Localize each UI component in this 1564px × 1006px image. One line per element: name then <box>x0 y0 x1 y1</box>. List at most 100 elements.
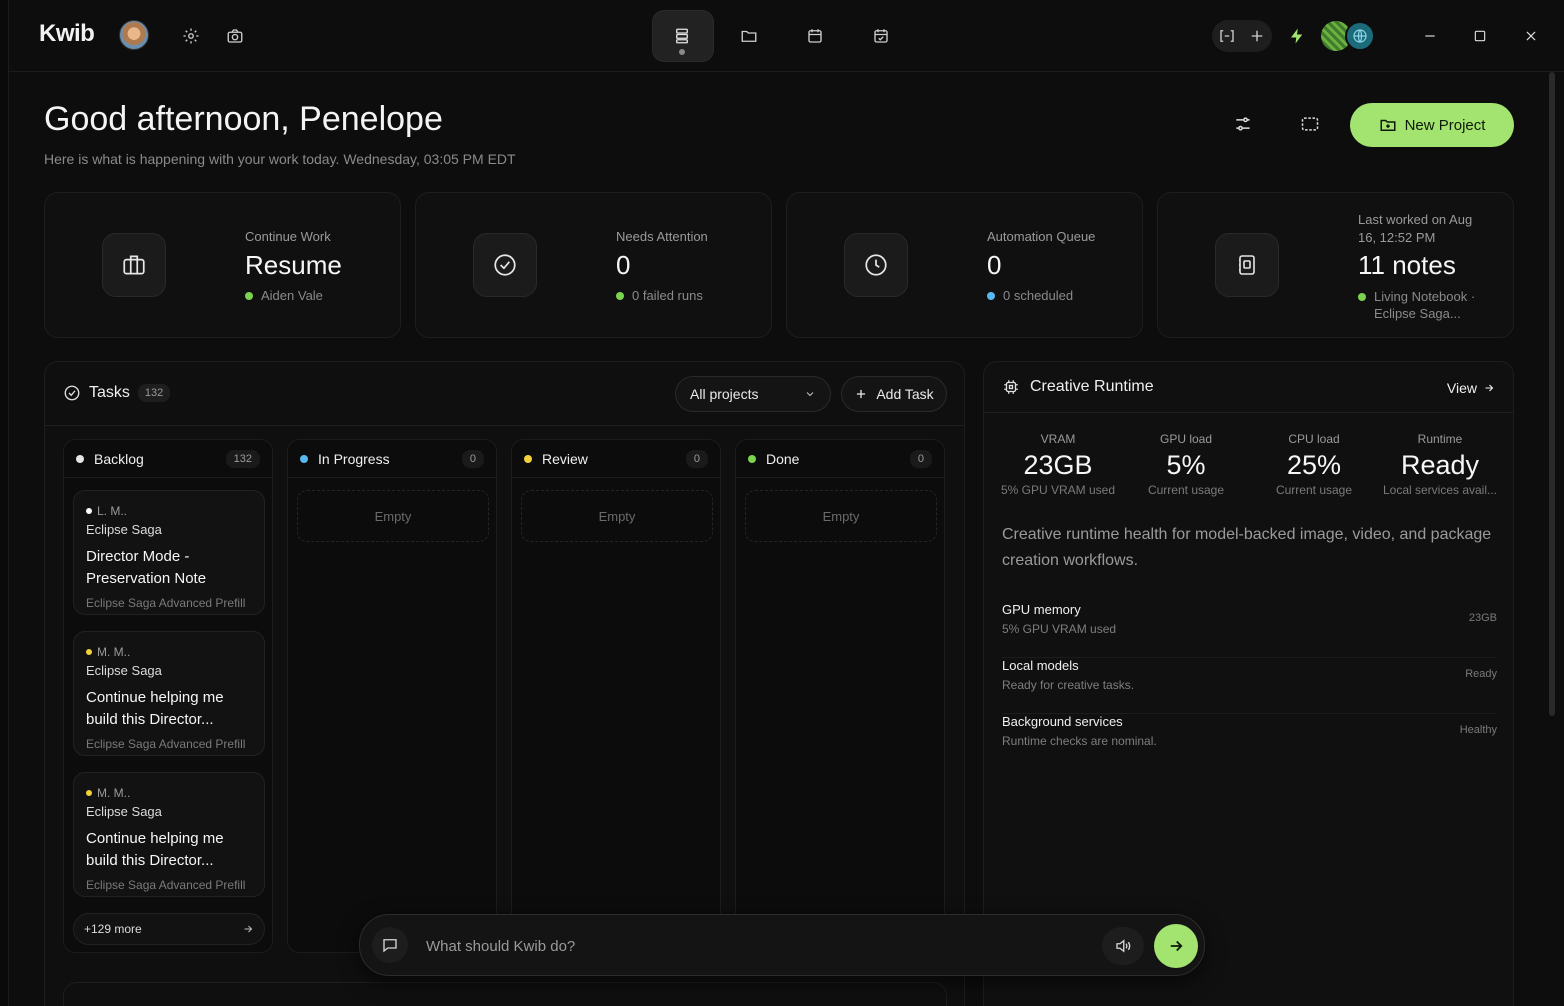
arrow-right-icon <box>1485 384 1494 392</box>
stat-sub: 0 failed runs <box>616 288 703 303</box>
task-card[interactable]: M. M.. Eclipse Saga Continue helping me … <box>73 772 265 897</box>
metric-sub: Current usage <box>1275 483 1353 497</box>
new-project-button[interactable]: New Project <box>1350 103 1514 147</box>
fullscreen-icon[interactable] <box>1294 108 1326 140</box>
bracket-icon[interactable] <box>1212 21 1242 51</box>
column-dot <box>76 454 84 463</box>
show-more-button[interactable]: +129 more <box>73 913 265 945</box>
stat-card-notes[interactable]: Last worked on Aug 16, 12:52 PM 11 notes… <box>1157 192 1514 338</box>
task-title: Continue helping me build this Director.… <box>86 689 224 728</box>
folder-plus-icon <box>1380 119 1396 131</box>
plus-icon <box>857 389 866 399</box>
maximize-icon[interactable] <box>1465 21 1495 51</box>
empty-placeholder: Empty <box>745 490 937 542</box>
task-meta: M. M.. <box>86 785 252 801</box>
plus-icon[interactable] <box>1242 21 1272 51</box>
row-value: Healthy <box>1459 724 1497 736</box>
row-subtitle: 5% GPU VRAM used <box>1002 622 1117 636</box>
stat-sub-text: 0 failed runs <box>632 288 703 303</box>
empty-placeholder: Empty <box>521 490 713 542</box>
divider <box>45 425 964 426</box>
row-title: Local models <box>1002 658 1079 673</box>
column-title: Review <box>542 450 588 467</box>
metric-sub: Local services avail... <box>1382 483 1498 497</box>
metric-value: 5% <box>1166 450 1206 480</box>
stat-label: Automation Queue <box>987 229 1096 244</box>
project-filter-select[interactable]: All projects <box>675 376 831 412</box>
task-meta-text: M. M.. <box>97 786 131 800</box>
divider <box>984 412 1513 413</box>
stat-label: Continue Work <box>245 229 331 244</box>
camera-icon[interactable] <box>220 21 250 51</box>
stat-label: Needs Attention <box>616 229 708 244</box>
metric-label: CPU load <box>1288 432 1340 446</box>
stat-value: 0 <box>616 250 631 280</box>
runtime-row-local-models: Local models Ready for creative tasks. R… <box>1002 658 1497 714</box>
runtime-title: Creative Runtime <box>1030 378 1154 395</box>
runtime-view-button[interactable]: View <box>1447 380 1495 396</box>
priority-dot <box>86 649 92 655</box>
globe-icon[interactable] <box>1345 21 1375 51</box>
stat-value: Resume <box>245 250 342 280</box>
row-value: 23GB <box>1468 612 1497 624</box>
stat-card-needs-attention[interactable]: Needs Attention 0 0 failed runs <box>415 192 772 338</box>
column-dot <box>748 454 756 463</box>
scrollbar[interactable] <box>1549 72 1555 716</box>
metric-label: Runtime <box>1417 432 1463 446</box>
column-count: 0 <box>685 449 708 468</box>
speaker-icon[interactable] <box>1102 927 1144 965</box>
metric-vram: VRAM 23GB 5% GPU VRAM used <box>994 432 1122 497</box>
project-filter-value: All projects <box>690 386 759 402</box>
task-project: Eclipse Saga <box>86 804 162 819</box>
user-avatar[interactable] <box>119 20 149 50</box>
metric-label: VRAM <box>1040 432 1076 446</box>
status-dot <box>616 291 624 300</box>
task-subtitle: Eclipse Saga Advanced Prefill <box>86 878 246 892</box>
metric-value: 25% <box>1286 450 1342 480</box>
priority-dot <box>86 508 92 514</box>
chat-icon[interactable] <box>372 927 408 963</box>
minimize-icon[interactable] <box>1415 21 1445 51</box>
check-circle-icon <box>64 385 80 401</box>
row-subtitle: Runtime checks are nominal. <box>1002 734 1157 748</box>
folder-icon[interactable] <box>734 21 764 51</box>
column-header: Done 0 <box>736 440 944 478</box>
add-task-button[interactable]: Add Task <box>841 376 947 412</box>
lower-panel-edge <box>63 982 947 1006</box>
stat-card-continue-work[interactable]: Continue Work Resume Aiden Vale <box>44 192 401 338</box>
row-subtitle: Ready for creative tasks. <box>1002 678 1135 692</box>
column-title: Done <box>766 450 800 467</box>
tasks-header: Tasks 132 <box>63 384 171 402</box>
column-done: Done 0 Empty <box>735 439 945 953</box>
metric-gpu-load: GPU load 5% Current usage <box>1122 432 1250 497</box>
calendar-check-icon[interactable] <box>866 21 896 51</box>
task-project: Eclipse Saga <box>86 522 162 537</box>
page-subtitle: Here is what is happening with your work… <box>44 151 516 167</box>
calendar-icon[interactable] <box>800 21 830 51</box>
app-window: Kwib <box>8 0 1564 1006</box>
runtime-row-gpu-memory: GPU memory 5% GPU VRAM used 23GB <box>1002 602 1497 658</box>
stat-sub-text: 0 scheduled <box>1003 288 1074 303</box>
lightning-icon[interactable] <box>1282 21 1312 51</box>
task-subtitle: Eclipse Saga Advanced Prefill <box>86 596 246 610</box>
row-title: GPU memory <box>1002 602 1081 617</box>
column-count: 132 <box>225 449 260 468</box>
sliders-icon[interactable] <box>1227 108 1259 140</box>
metric-sub: Current usage <box>1147 483 1225 497</box>
stat-label: Last worked on Aug 16, 12:52 PM <box>1358 212 1473 245</box>
row-value: Ready <box>1465 668 1497 680</box>
task-card[interactable]: M. M.. Eclipse Saga Continue helping me … <box>73 631 265 756</box>
stat-card-automation-queue[interactable]: Automation Queue 0 0 scheduled <box>786 192 1143 338</box>
gear-icon[interactable] <box>176 21 206 51</box>
runtime-header: Creative Runtime <box>1002 378 1154 396</box>
send-button[interactable] <box>1154 924 1198 968</box>
nav-active-indicator <box>679 49 685 55</box>
tasks-panel: Tasks 132 All projects Add Task Backlog … <box>44 361 965 1006</box>
column-title: Backlog <box>94 450 144 467</box>
task-meta-text: M. M.. <box>97 645 131 659</box>
close-icon[interactable] <box>1516 21 1546 51</box>
task-subtitle: Eclipse Saga Advanced Prefill <box>86 737 246 751</box>
stack-icon <box>667 21 697 51</box>
command-input[interactable] <box>426 931 1086 961</box>
task-card[interactable]: L. M.. Eclipse Saga Director Mode - Pres… <box>73 490 265 615</box>
